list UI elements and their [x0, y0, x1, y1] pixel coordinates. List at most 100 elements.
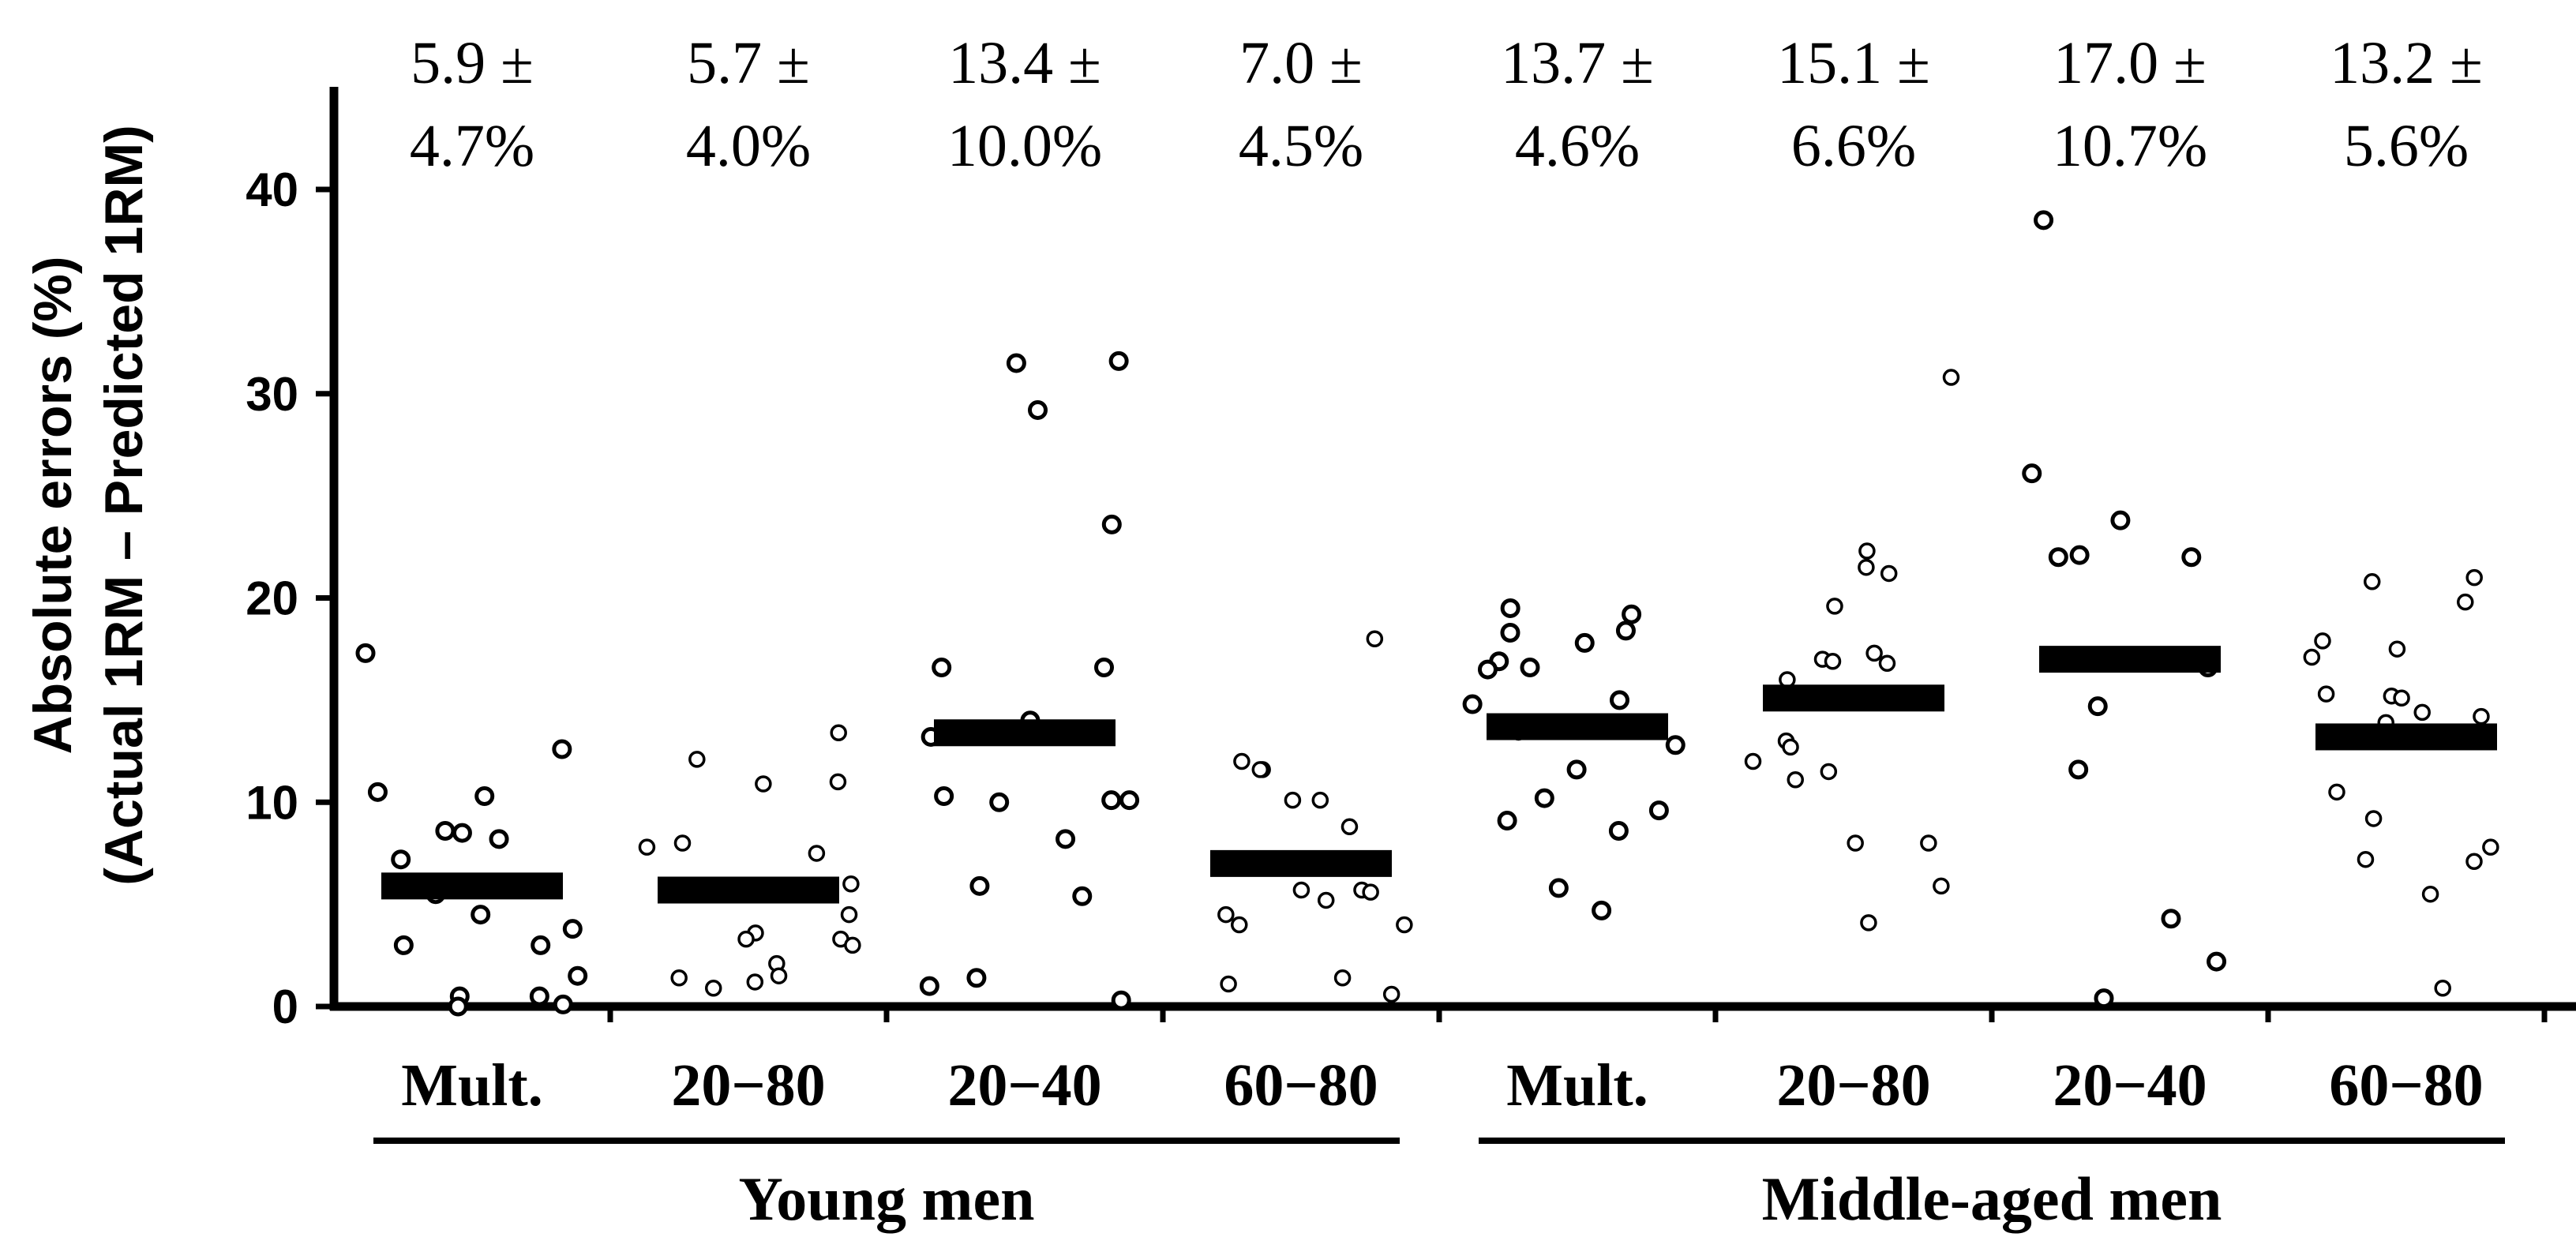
data-point — [1826, 598, 1843, 615]
data-point — [1340, 818, 1359, 836]
data-point — [969, 875, 990, 896]
data-point — [2413, 703, 2431, 722]
data-point — [1311, 791, 1329, 809]
mean-bar — [381, 872, 563, 900]
data-point — [1880, 564, 1898, 583]
data-point — [2181, 547, 2202, 568]
data-point — [755, 775, 772, 793]
data-point — [1566, 759, 1587, 780]
data-point — [1865, 644, 1883, 662]
mean-bar — [1763, 684, 1944, 712]
data-point — [1108, 350, 1129, 371]
data-point — [1847, 834, 1864, 852]
mean-bar — [1210, 849, 1392, 877]
data-point — [1233, 752, 1251, 770]
data-point — [1284, 791, 1302, 809]
data-point — [391, 849, 411, 870]
data-point — [840, 905, 858, 924]
mean-bar — [1487, 713, 1668, 740]
data-point — [1382, 985, 1400, 1003]
data-point — [355, 643, 376, 663]
data-point — [2068, 759, 2089, 780]
mean-sd-annotation: 10.7% — [2053, 113, 2207, 179]
y-ticks: 0 10 20 30 40 — [246, 163, 334, 1033]
y-tick-label: 20 — [246, 572, 298, 625]
mean-sd-annotation: 13.4 ± — [948, 30, 1101, 96]
data-point — [2069, 545, 2090, 565]
category-label: 20−80 — [1776, 1052, 1930, 1119]
data-point — [2473, 707, 2490, 725]
data-point — [1094, 657, 1115, 677]
data-point — [552, 739, 572, 759]
category-label: 20−40 — [2053, 1052, 2207, 1119]
data-point — [1462, 694, 1483, 714]
data-point — [2388, 640, 2406, 658]
data-point — [1608, 820, 1629, 841]
mean-sd-annotation: 4.7% — [410, 113, 534, 179]
data-point — [1782, 738, 1799, 756]
data-point — [932, 657, 952, 677]
data-point — [638, 838, 656, 856]
data-point — [471, 905, 491, 925]
data-point — [2357, 850, 2375, 868]
data-point — [1500, 622, 1520, 643]
data-point — [989, 792, 1010, 812]
data-point — [737, 930, 755, 948]
data-point — [474, 785, 495, 806]
data-point — [452, 823, 472, 843]
means — [381, 646, 2497, 904]
data-point — [844, 936, 861, 954]
mean-sd-annotation: 13.7 ± — [1501, 30, 1654, 96]
data-point — [1648, 800, 1669, 821]
data-point — [2207, 951, 2227, 972]
data-point — [1920, 834, 1937, 852]
data-point — [1665, 735, 1685, 755]
data-point — [1027, 399, 1048, 420]
y-tick-label: 40 — [246, 163, 298, 216]
data-point — [1119, 790, 1140, 811]
y-tick-label: 0 — [272, 980, 298, 1033]
category-labels: Mult. 20−80 20−40 60−80 Mult. 20−80 20−40 60−80 — [401, 1052, 2483, 1119]
data-point — [2465, 853, 2483, 871]
data-point — [1744, 752, 1762, 770]
data-point — [1111, 990, 1131, 1010]
data-point — [2048, 547, 2068, 568]
data-point — [1858, 542, 1876, 560]
category-label: 20−40 — [947, 1052, 1101, 1119]
data-point — [1592, 900, 1612, 920]
data-point — [2421, 885, 2439, 903]
y-axis-title-line2: (Actual 1RM – Predicted 1RM) — [94, 125, 154, 886]
data-point — [1574, 632, 1595, 653]
category-label: 60−80 — [1224, 1052, 1378, 1119]
data-point — [553, 994, 573, 1014]
category-label: 60−80 — [2329, 1052, 2483, 1119]
data-point — [1534, 788, 1554, 808]
data-point — [1101, 790, 1122, 811]
data-point — [489, 829, 509, 849]
category-label: Mult. — [401, 1052, 542, 1119]
mean-sd-annotation: 4.5% — [1239, 113, 1363, 179]
data-point — [1056, 829, 1076, 849]
data-point — [673, 834, 692, 852]
data-point — [1609, 690, 1629, 710]
y-tick-label: 10 — [246, 776, 298, 829]
x-ticks — [607, 1006, 2548, 1022]
data-point — [1878, 654, 1896, 673]
mean-sd-annotation: 5.6% — [2344, 113, 2469, 179]
data-point — [1317, 891, 1335, 909]
data-point — [919, 976, 939, 996]
data-point — [562, 919, 583, 939]
mean-sd-annotation: 7.0 ± — [1239, 30, 1363, 96]
data-point — [1292, 881, 1310, 899]
data-point — [367, 782, 388, 802]
mean-sd-annotation: 5.9 ± — [411, 30, 534, 96]
category-label: 20−80 — [671, 1052, 825, 1119]
data-point — [704, 979, 722, 997]
data-point — [2363, 573, 2381, 590]
data-point — [2457, 593, 2474, 611]
group-label: Middle-aged men — [1762, 1164, 2222, 1233]
data-point — [1858, 558, 1875, 576]
data-point — [2110, 510, 2131, 530]
data-point — [966, 968, 987, 988]
mean-sd-annotation: 5.7 ± — [687, 30, 810, 96]
